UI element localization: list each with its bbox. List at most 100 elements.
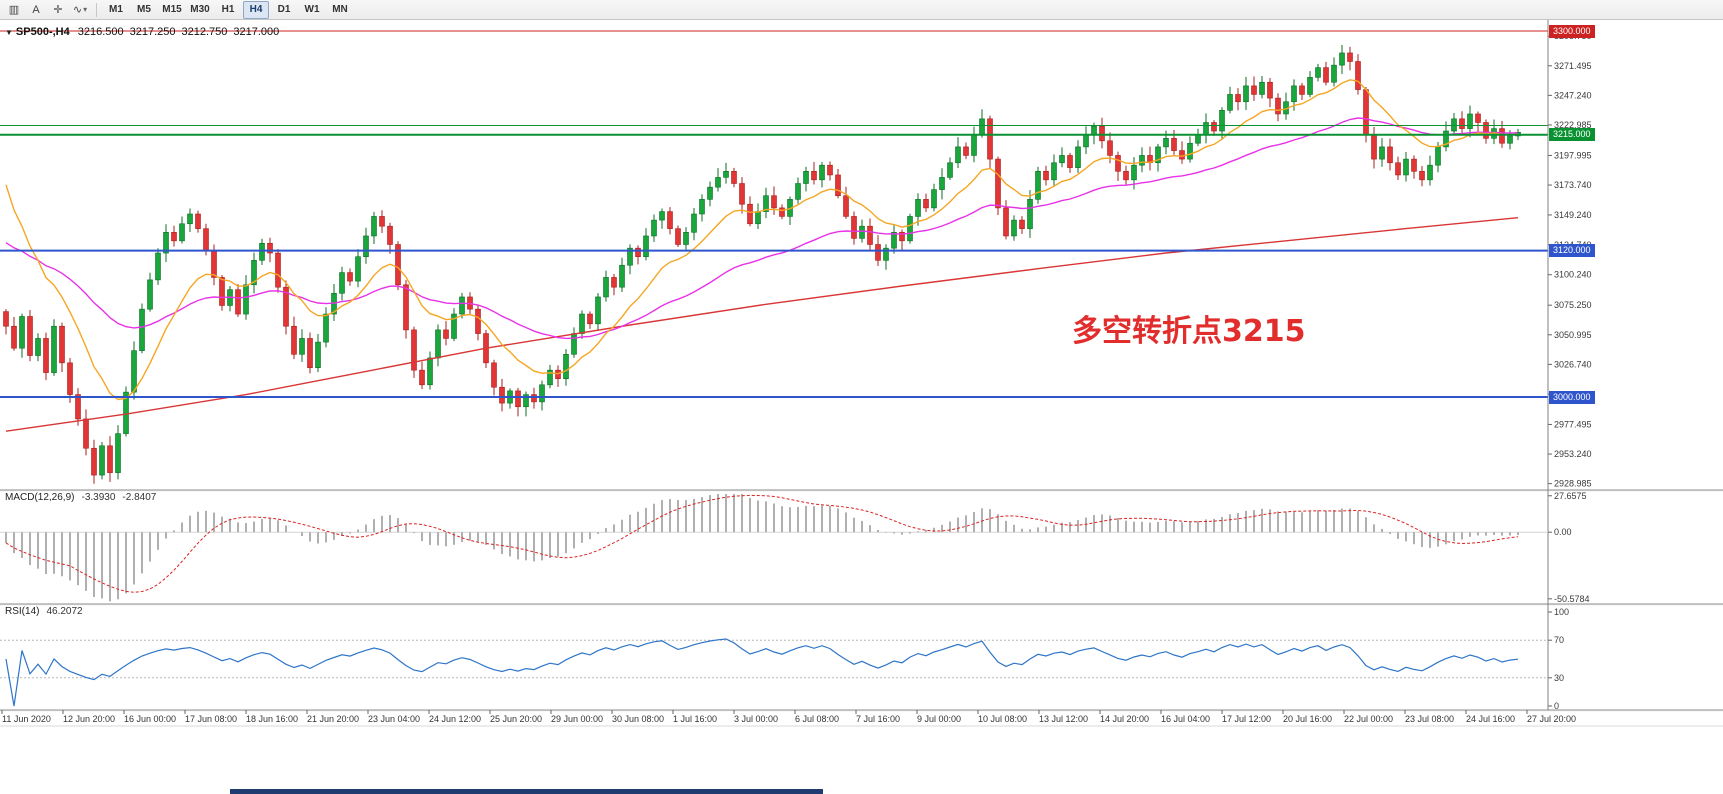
candle-body [1003, 207, 1009, 237]
timeframe-button-w1[interactable]: W1 [304, 4, 320, 15]
x-axis-date-label: 23 Jul 08:00 [1405, 714, 1454, 724]
x-axis-date-label: 1 Jul 16:00 [673, 714, 717, 724]
candle-body [147, 279, 153, 310]
chart-bars-icon[interactable]: ▥ [8, 4, 20, 16]
x-axis-date-label: 24 Jun 12:00 [429, 714, 481, 724]
macd-panel-plot[interactable] [0, 490, 1548, 604]
candle-body [987, 118, 993, 160]
x-axis-date-label: 23 Jun 04:00 [368, 714, 420, 724]
rsi-name: RSI [5, 606, 22, 617]
price-axis[interactable] [1548, 20, 1723, 710]
candle-body [835, 174, 841, 197]
candle-body [715, 177, 721, 188]
candle-body [1427, 164, 1433, 181]
candle-body [1235, 94, 1241, 103]
toolbar: ▥ A ✛ ∿ ▾ M1 M5 M15 M30 H1 H4 D1 W1 MN [0, 0, 1723, 20]
timeframe-button-m5[interactable]: M5 [137, 4, 151, 15]
candle-body [851, 216, 857, 239]
y-axis-tick-label: 3197.995 [1554, 150, 1592, 160]
timeframe-button-m30[interactable]: M30 [190, 4, 210, 15]
timeframe-button-d1[interactable]: D1 [277, 4, 291, 15]
price-line-axis-label: 3120.000 [1549, 244, 1595, 258]
main-chart-plot[interactable] [0, 21, 1548, 490]
timeframe-button-m15[interactable]: M15 [162, 4, 182, 15]
horizontal-lines-layer [0, 30, 1548, 398]
candle-body [411, 329, 417, 371]
candle-body [395, 244, 401, 286]
candle-body [1155, 146, 1161, 164]
quote-open: 3216.500 [77, 26, 124, 38]
rsi-panel-plot[interactable] [0, 604, 1548, 710]
ma-fast-line [5, 79, 1519, 401]
x-axis-date-label: 13 Jul 12:00 [1039, 714, 1088, 724]
candle-body [259, 242, 265, 261]
candle-body [1275, 97, 1281, 115]
candle-body [1315, 67, 1321, 78]
ma-slow-line [5, 217, 1519, 432]
candle-body [811, 171, 817, 181]
candle-body [907, 216, 913, 242]
candle-body [355, 256, 361, 282]
candle-body [83, 418, 89, 449]
candle-body [1355, 61, 1361, 90]
candle-body [1459, 118, 1465, 129]
candle-body [707, 186, 713, 200]
candle-body [1507, 135, 1513, 144]
candle-body [443, 329, 449, 339]
dropdown-caret-icon: ▾ [83, 5, 88, 14]
y-axis-tick-label: 3100.240 [1554, 270, 1592, 280]
x-axis-date-label: 10 Jul 08:00 [978, 714, 1027, 724]
quote-high: 3217.250 [129, 26, 176, 38]
candle-body [1299, 85, 1305, 95]
candle-body [579, 313, 585, 334]
candle-body [59, 325, 65, 364]
candle-body [547, 369, 553, 386]
text-tool-icon[interactable]: A [32, 3, 40, 16]
candle-body [27, 316, 33, 356]
chart-menu-triangle-icon[interactable]: ▼ [5, 28, 13, 37]
time-axis[interactable] [0, 710, 1548, 726]
candle-body [659, 211, 665, 221]
indicators-icon[interactable]: ∿ ▾ [72, 4, 88, 16]
candle-body [1387, 146, 1393, 164]
symbol-period-label: SP500-,H4 [15, 26, 70, 38]
candle-body [1267, 81, 1273, 99]
x-axis-date-label: 25 Jun 20:00 [490, 714, 542, 724]
candle-body [1115, 155, 1121, 172]
candle-body [723, 171, 729, 178]
candle-body [563, 353, 569, 379]
taskbar-strip[interactable] [230, 789, 823, 794]
macd-signal-value: -2.8407 [122, 492, 157, 503]
macd-signal-line [5, 494, 1519, 593]
candle-body [163, 232, 169, 254]
candle-body [219, 277, 225, 306]
candle-body [35, 338, 41, 356]
timeframe-button-mn[interactable]: MN [332, 4, 348, 15]
candle-body [859, 225, 865, 239]
candle-body [739, 183, 745, 205]
candle-body [731, 171, 737, 184]
candle-body [1443, 130, 1449, 148]
candle-body [1131, 164, 1137, 181]
candle-body [1251, 85, 1257, 95]
x-axis-date-label: 21 Jun 20:00 [307, 714, 359, 724]
candle-body [403, 284, 409, 331]
candle-body [1331, 64, 1337, 83]
candle-body [595, 296, 601, 325]
candle-body [1011, 219, 1017, 237]
y-axis-tick-label: 3271.495 [1554, 61, 1592, 71]
candle-body [1187, 142, 1193, 160]
timeframe-button-m1[interactable]: M1 [109, 4, 123, 15]
candle-body [115, 433, 121, 473]
candle-body [1419, 171, 1425, 181]
y-axis-tick-label: 2977.495 [1554, 419, 1592, 429]
timeframe-button-h1[interactable]: H1 [221, 4, 235, 15]
candle-body [1475, 113, 1481, 123]
crosshair-icon[interactable]: ✛ [53, 4, 63, 16]
macd-axis-tick-label: 0.00 [1554, 527, 1572, 537]
y-axis-tick-label: 3026.740 [1554, 359, 1592, 369]
timeframe-button-h4[interactable]: H4 [243, 0, 269, 19]
x-axis-date-label: 17 Jun 08:00 [185, 714, 237, 724]
candle-body [419, 369, 425, 386]
